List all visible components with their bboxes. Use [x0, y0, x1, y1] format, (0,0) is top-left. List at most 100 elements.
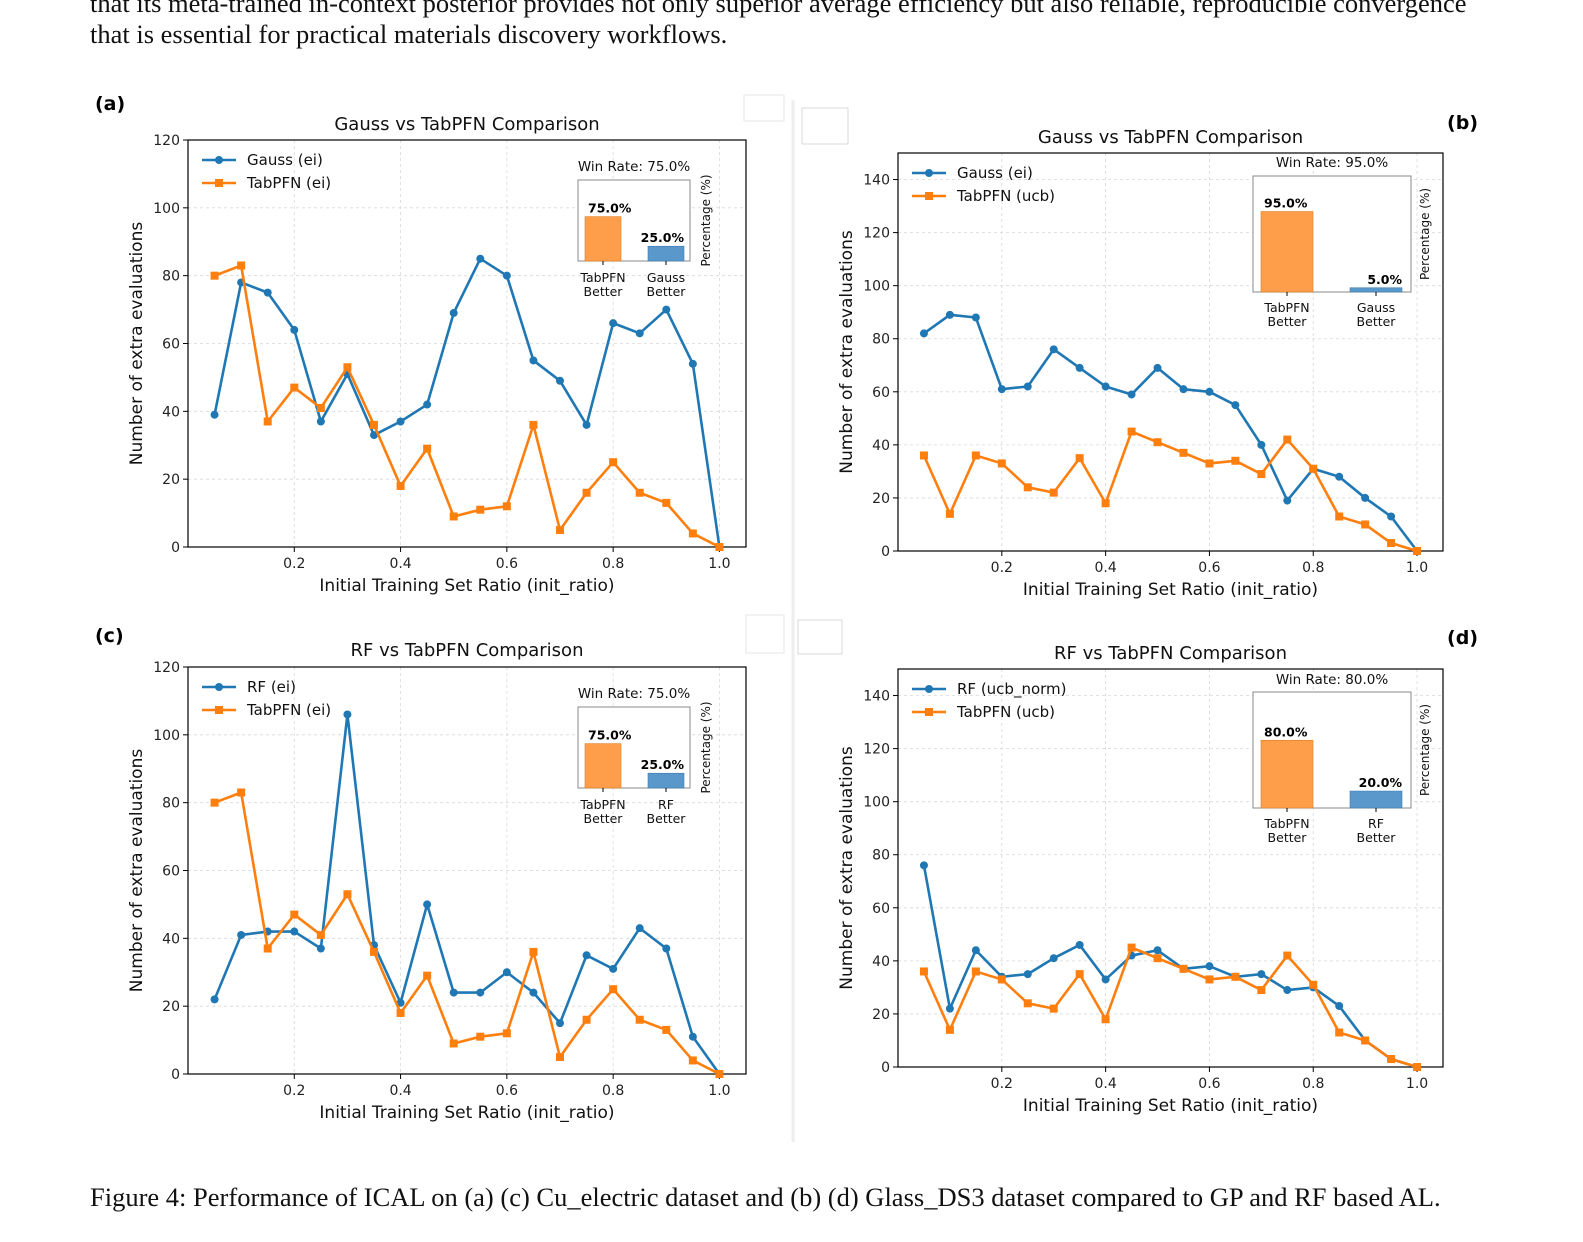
inset-category-label: TabPFN [1263, 300, 1309, 315]
data-point-2 [370, 947, 378, 956]
data-point-1 [945, 1004, 954, 1013]
data-point-1 [290, 927, 299, 936]
data-point-1 [1101, 382, 1110, 391]
y-tick-label: 40 [872, 954, 890, 970]
data-point-1 [1075, 940, 1084, 949]
data-point-2 [1023, 999, 1032, 1008]
data-point-1 [316, 417, 325, 426]
inset-category-label: Gauss [1357, 300, 1395, 315]
data-point-1 [997, 385, 1006, 394]
x-tick-label: 0.2 [283, 556, 305, 572]
series-line-2 [214, 791, 721, 1076]
chart-panel-d: (d) 0.2 0.4 0.6 0.8 1.0 0 20 40 60 80 100 120 140 RF v… [837, 627, 1478, 1116]
series-line-2 [922, 946, 1418, 1069]
y-tick-label: 0 [881, 1060, 890, 1076]
data-point-1 [1049, 954, 1058, 963]
data-point-2 [263, 944, 272, 953]
data-point-2 [449, 512, 458, 521]
y-tick-label: 80 [872, 332, 890, 348]
y-tick-label: 100 [863, 279, 890, 295]
x-tick-label: 0.8 [602, 556, 624, 572]
data-point-2 [688, 529, 697, 538]
legend-label: RF (ucb_norm) [957, 680, 1067, 699]
data-point-1 [1335, 1001, 1344, 1010]
inset-bar [584, 216, 622, 262]
inset-category-label: Better [1357, 314, 1397, 329]
inset-category-label: RF [658, 797, 674, 812]
data-point-2 [662, 498, 671, 507]
y-tick-label: 0 [881, 544, 890, 560]
legend-label: Gauss (ei) [957, 164, 1033, 182]
y-tick-label: 120 [863, 226, 890, 242]
data-point-2 [1413, 1063, 1422, 1071]
data-point-1 [1023, 970, 1032, 979]
data-point-2 [290, 910, 299, 919]
x-tick-label: 0.2 [283, 1083, 305, 1099]
data-point-2 [316, 930, 325, 939]
data-point-2 [1075, 454, 1084, 463]
data-point-2 [582, 1015, 591, 1024]
inset-bar-label: 25.0% [641, 757, 685, 772]
series-line-1 [922, 865, 1418, 1069]
legend-label: RF (ei) [247, 678, 296, 696]
y-tick-label: 60 [162, 337, 180, 353]
data-point-2 [1387, 1055, 1396, 1064]
legend-label: TabPFN (ucb) [956, 703, 1055, 721]
x-axis-label: Initial Training Set Ratio (init_ratio) [319, 1103, 614, 1123]
data-point-2 [1413, 547, 1422, 555]
data-point-1 [1023, 382, 1032, 391]
legend-marker [215, 156, 223, 164]
data-point-1 [971, 313, 980, 322]
y-tick-label: 80 [872, 848, 890, 864]
y-tick-label: 20 [872, 491, 890, 507]
data-point-2 [1101, 499, 1110, 508]
data-point-2 [1309, 464, 1318, 473]
x-axis-label: Initial Training Set Ratio (init_ratio) [1023, 1096, 1318, 1116]
inset-category-label: Better [584, 811, 624, 826]
data-point-1 [971, 946, 980, 955]
data-point-1 [582, 951, 591, 960]
data-point-2 [1335, 1028, 1344, 1037]
x-tick-label: 0.6 [1198, 560, 1220, 576]
data-point-1 [635, 924, 644, 933]
y-tick-label: 80 [162, 796, 180, 812]
data-point-1 [945, 310, 954, 319]
data-point-2 [919, 451, 928, 460]
y-tick-label: 20 [162, 999, 180, 1015]
y-tick-label: 60 [872, 385, 890, 401]
data-point-2 [1309, 980, 1318, 989]
inset-bar [647, 772, 685, 789]
data-point-2 [1049, 488, 1058, 497]
data-point-1 [1283, 496, 1292, 505]
x-tick-label: 0.8 [602, 1083, 624, 1099]
data-point-1 [1153, 946, 1162, 955]
inset-bar-label: 80.0% [1264, 724, 1308, 739]
data-point-1 [502, 271, 511, 280]
inset-bar-label: 75.0% [588, 201, 632, 216]
data-point-2 [290, 383, 299, 392]
data-point-2 [1075, 970, 1084, 979]
inset-category-label: Better [647, 811, 687, 826]
inset-category-label: RF [1368, 816, 1384, 831]
data-point-2 [263, 417, 272, 426]
data-point-2 [449, 1039, 458, 1048]
y-tick-label: 100 [153, 728, 180, 744]
data-point-2 [316, 403, 325, 412]
data-point-2 [582, 488, 591, 497]
data-point-2 [1179, 964, 1188, 973]
data-point-1 [263, 288, 272, 297]
data-point-2 [476, 505, 485, 514]
data-point-1 [529, 356, 538, 365]
data-point-2 [1153, 438, 1162, 447]
inset-bar-label: 95.0% [1264, 196, 1308, 211]
y-tick-label: 100 [153, 201, 180, 217]
data-point-2 [210, 271, 219, 280]
data-point-2 [210, 798, 219, 807]
data-point-2 [971, 451, 980, 460]
inset-win-rate: Win Rate: 75.0% Percentage (%) 75.0% TabPFN… [577, 159, 713, 299]
inset-category-label: Better [647, 284, 687, 299]
inset-bar [1260, 211, 1314, 293]
y-tick-label: 40 [162, 404, 180, 420]
inset-bar-label: 20.0% [1359, 775, 1403, 790]
y-tick-label: 20 [162, 472, 180, 488]
